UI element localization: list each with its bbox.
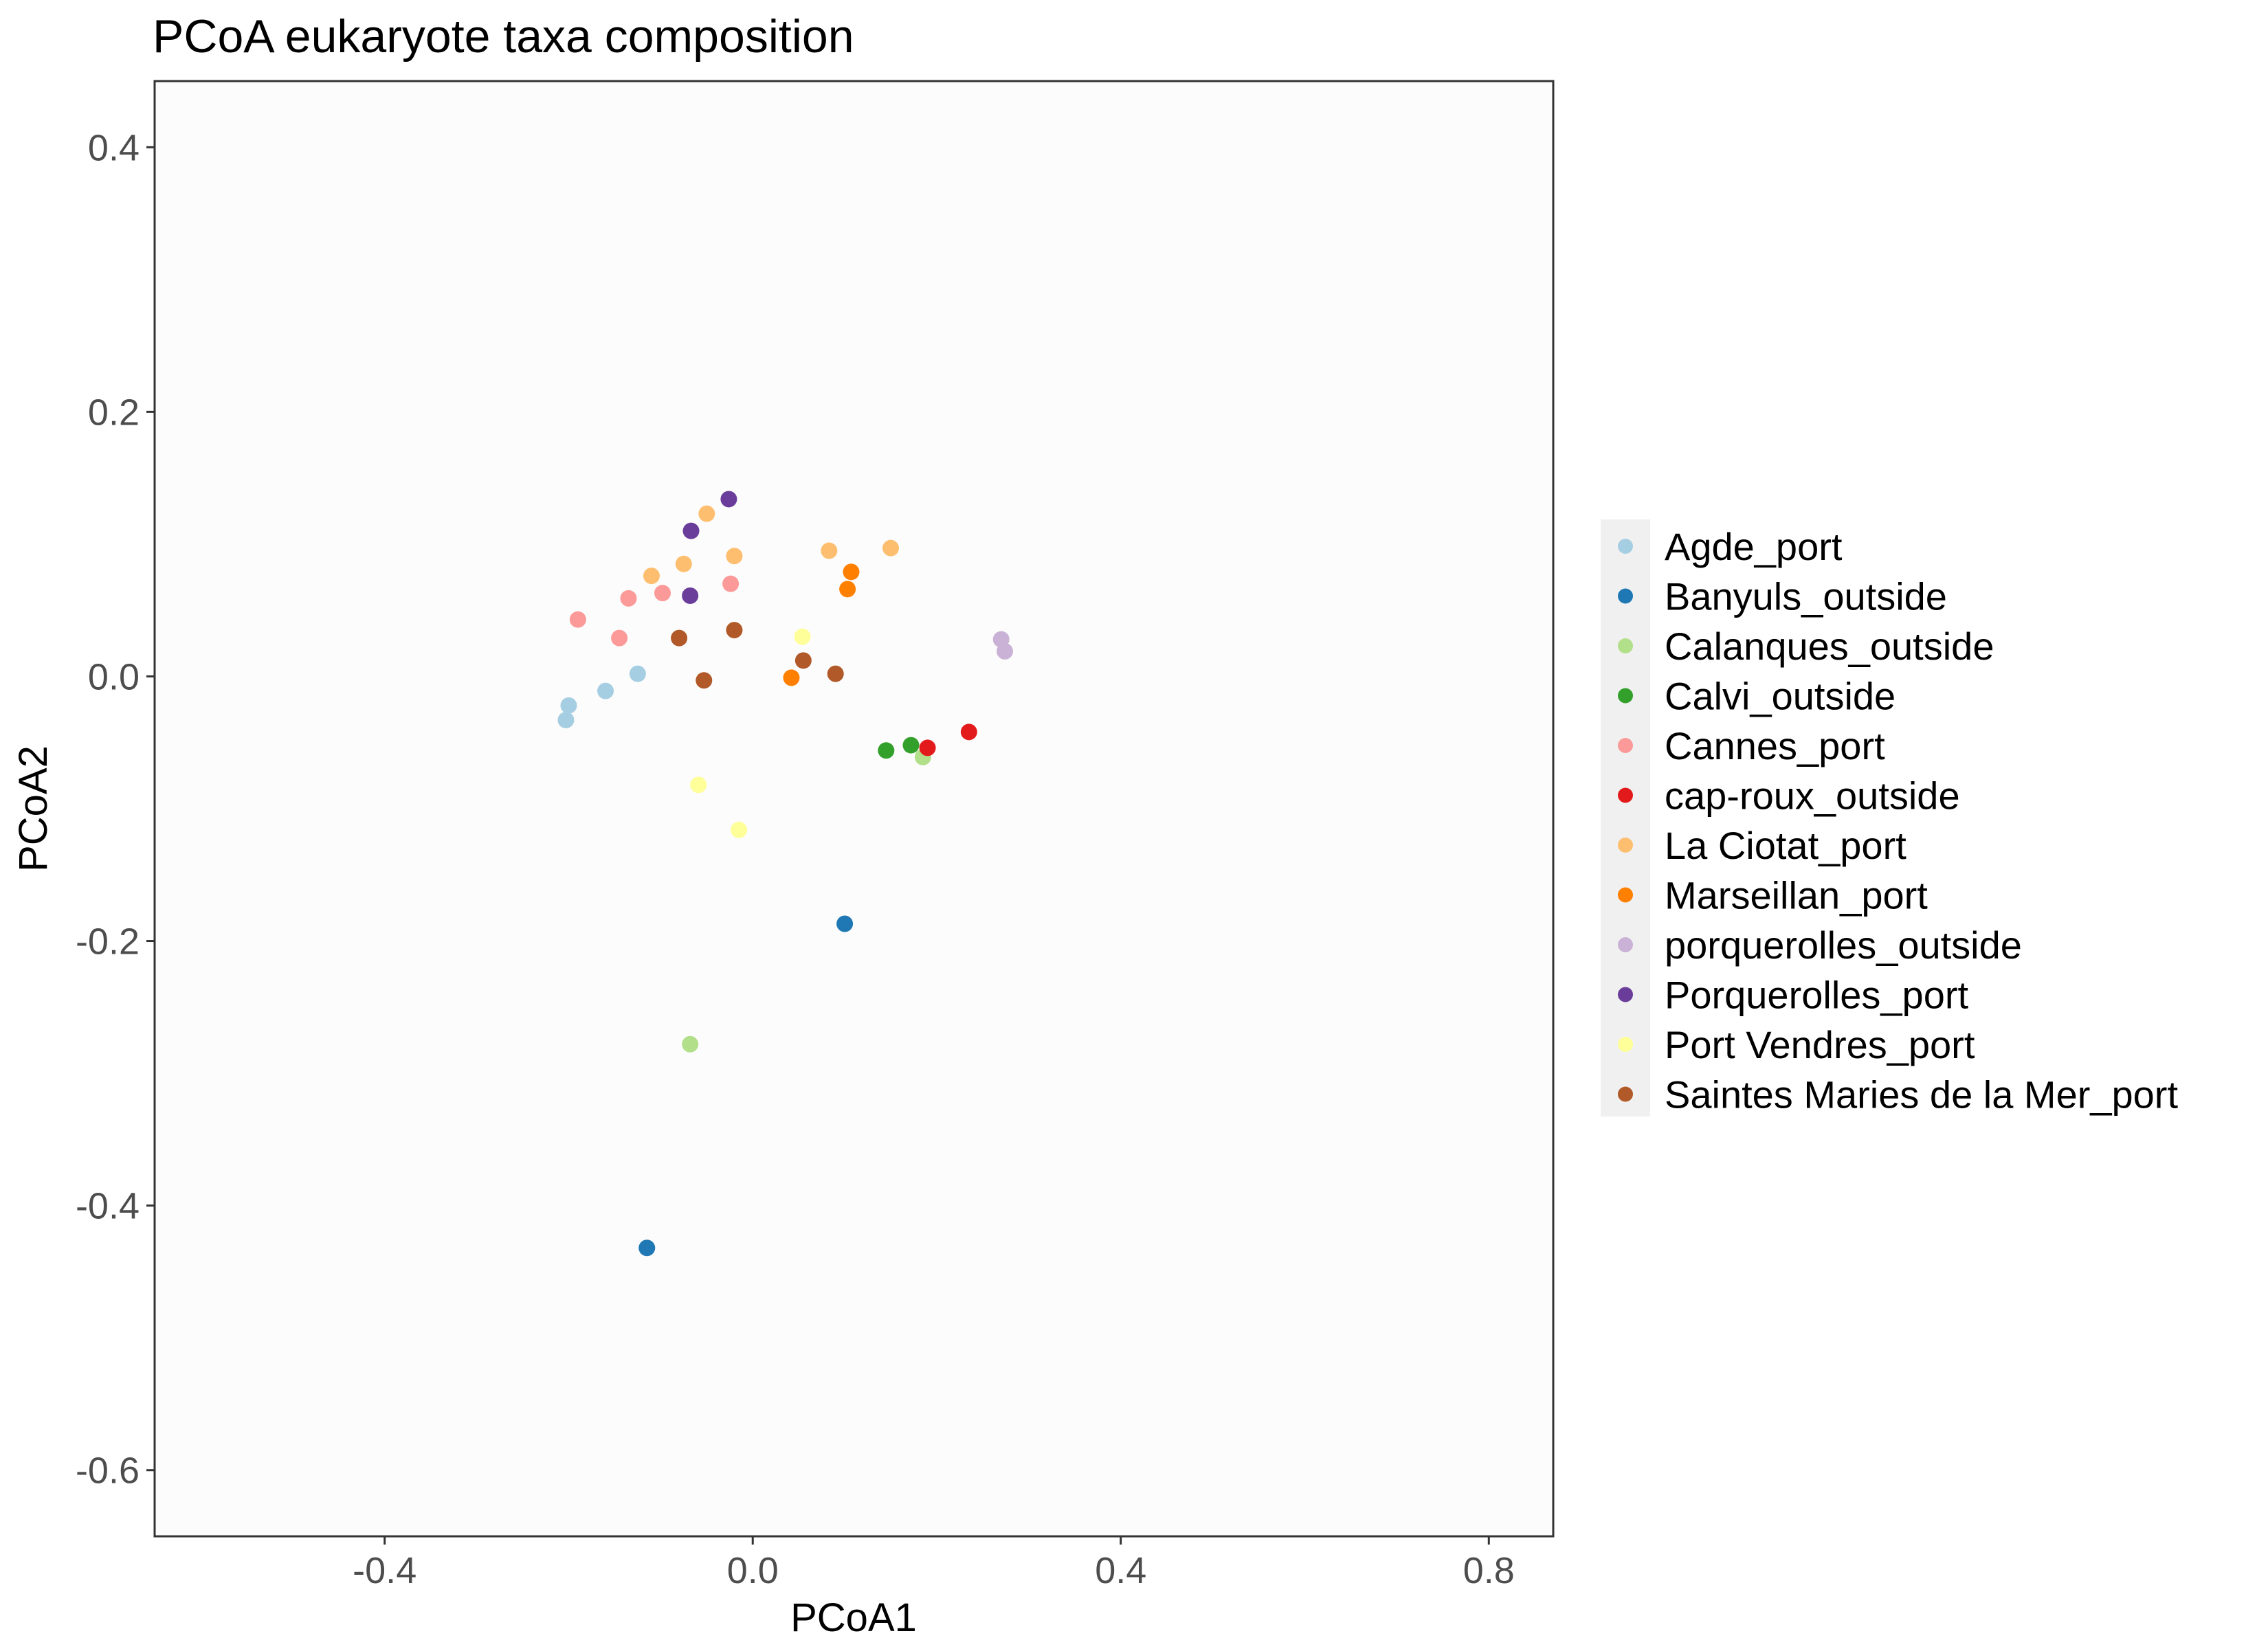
data-point (611, 629, 628, 647)
data-point (720, 491, 737, 508)
legend-label: Saintes Maries de la Mer_port (1665, 1073, 2178, 1117)
y-tick-label: -0.2 (76, 921, 140, 963)
data-point (671, 629, 688, 647)
data-point (960, 723, 977, 741)
data-point (560, 697, 577, 714)
y-tick-label: 0.0 (88, 656, 140, 697)
data-point (997, 642, 1014, 660)
y-axis: -0.6 -0.4 -0.2 0.0 0.2 0.4 (76, 127, 155, 1492)
data-point (919, 739, 936, 756)
data-point (731, 821, 748, 838)
y-tick-label: 0.2 (88, 392, 140, 433)
data-point (696, 672, 713, 689)
x-tick-label: -0.4 (353, 1550, 416, 1591)
data-point (843, 563, 860, 581)
data-point (794, 628, 811, 645)
legend-key (1618, 738, 1633, 753)
legend-label: Agde_port (1665, 525, 1843, 568)
legend-label: Calanques_outside (1665, 625, 1994, 668)
data-point (698, 505, 715, 522)
data-point (722, 575, 740, 592)
legend: Agde_port Banyuls_outside Calanques_outsid… (1618, 525, 2178, 1117)
legend-key (1618, 588, 1633, 604)
data-point (675, 555, 692, 572)
y-axis-title: PCoA2 (11, 745, 56, 872)
data-point (827, 665, 844, 682)
data-point (690, 776, 707, 794)
data-point (620, 590, 637, 607)
data-point (821, 542, 838, 559)
data-point (902, 737, 920, 754)
legend-key (1618, 1037, 1633, 1052)
legend-label: Cannes_port (1665, 724, 1885, 767)
legend-key (1618, 539, 1633, 554)
legend-key (1618, 638, 1633, 653)
data-point (569, 611, 586, 628)
data-point (638, 1239, 656, 1257)
data-point (654, 585, 671, 602)
data-point (783, 669, 800, 686)
y-tick-label: -0.4 (76, 1186, 140, 1227)
data-point (882, 539, 900, 557)
legend-key-background (1601, 519, 1650, 1117)
data-point (629, 665, 646, 682)
legend-label: La Ciotat_port (1665, 824, 1906, 867)
data-point (682, 522, 700, 539)
x-tick-label: 0.4 (1095, 1550, 1146, 1591)
data-point (557, 711, 575, 728)
data-point (726, 548, 743, 565)
legend-key (1618, 887, 1633, 903)
data-point (682, 1035, 699, 1053)
legend-label: Banyuls_outside (1665, 575, 1947, 618)
legend-label: cap-roux_outside (1665, 774, 1960, 818)
legend-label: Calvi_outside (1665, 675, 1895, 718)
x-axis: -0.4 0.0 0.4 0.8 (353, 1536, 1515, 1591)
legend-key (1618, 1086, 1633, 1102)
x-tick-label: 0.0 (727, 1550, 779, 1591)
legend-label: Marseillan_port (1665, 874, 1928, 917)
plot-panel (153, 80, 1555, 1538)
x-axis-title: PCoA1 (790, 1595, 917, 1640)
data-point (839, 581, 856, 598)
data-point (726, 622, 743, 639)
data-point (643, 568, 660, 585)
legend-key (1618, 787, 1633, 803)
x-tick-label: 0.8 (1463, 1550, 1515, 1591)
data-point (878, 742, 895, 759)
legend-label: Port Vendres_port (1665, 1023, 1975, 1066)
data-point (682, 587, 699, 605)
legend-key (1618, 937, 1633, 952)
data-points (557, 491, 1014, 1257)
data-point (597, 682, 614, 699)
y-tick-label: 0.4 (88, 127, 140, 168)
data-point (836, 915, 854, 932)
chart-title: PCoA eukaryote taxa composition (153, 10, 854, 63)
legend-key (1618, 688, 1633, 704)
legend-label: porquerolles_outside (1665, 923, 2022, 967)
y-tick-label: -0.6 (76, 1450, 140, 1492)
legend-key (1618, 838, 1633, 853)
legend-label: Porquerolles_port (1665, 974, 1968, 1017)
legend-key (1618, 987, 1633, 1002)
data-point (794, 652, 812, 669)
